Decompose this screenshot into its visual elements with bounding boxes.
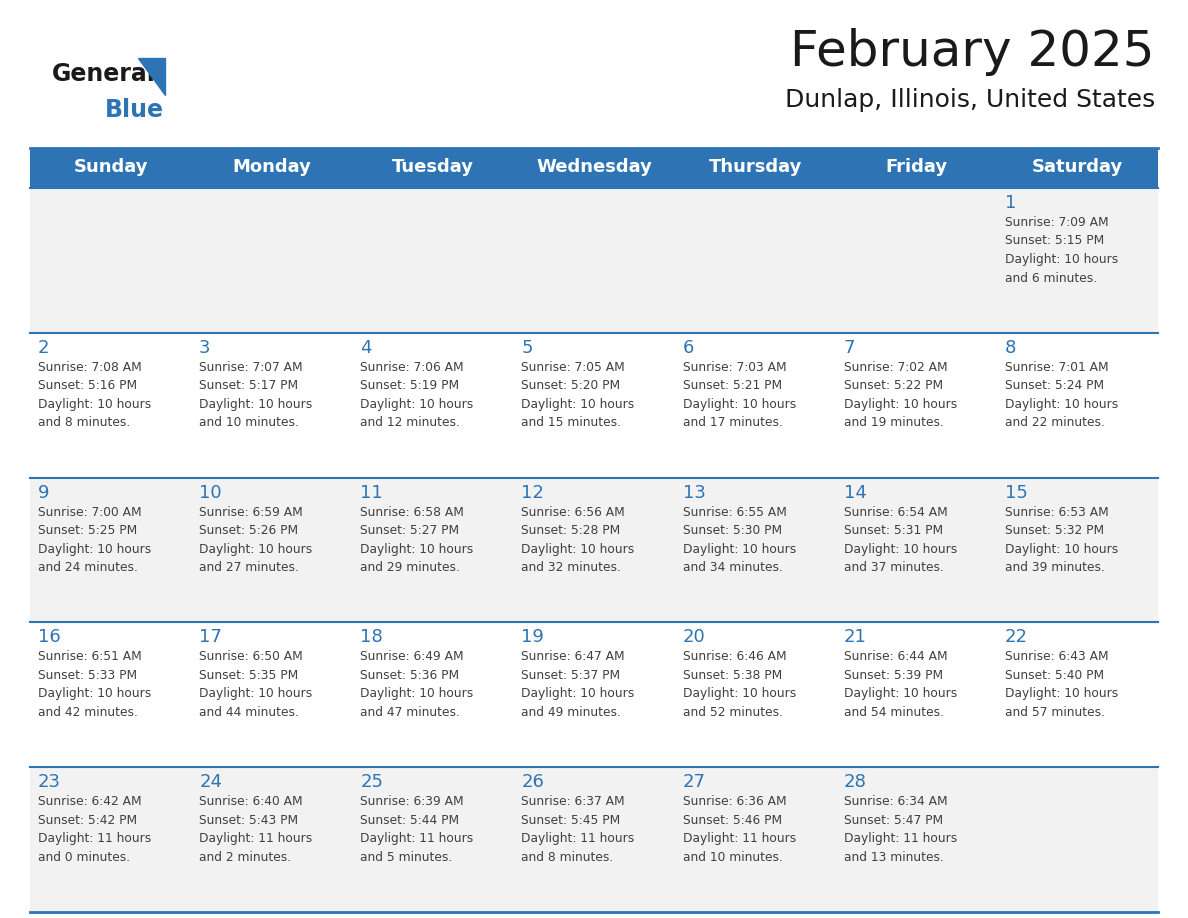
Text: 11: 11 bbox=[360, 484, 383, 501]
Text: 28: 28 bbox=[843, 773, 866, 791]
Text: Sunrise: 6:40 AM
Sunset: 5:43 PM
Daylight: 11 hours
and 2 minutes.: Sunrise: 6:40 AM Sunset: 5:43 PM Dayligh… bbox=[200, 795, 312, 864]
Text: Dunlap, Illinois, United States: Dunlap, Illinois, United States bbox=[785, 88, 1155, 112]
Text: Blue: Blue bbox=[105, 98, 164, 122]
Text: Sunrise: 7:06 AM
Sunset: 5:19 PM
Daylight: 10 hours
and 12 minutes.: Sunrise: 7:06 AM Sunset: 5:19 PM Dayligh… bbox=[360, 361, 474, 430]
Text: 9: 9 bbox=[38, 484, 50, 501]
Text: 12: 12 bbox=[522, 484, 544, 501]
Text: 14: 14 bbox=[843, 484, 866, 501]
Text: 20: 20 bbox=[683, 629, 706, 646]
Text: 24: 24 bbox=[200, 773, 222, 791]
Text: February 2025: February 2025 bbox=[790, 28, 1155, 76]
Text: 22: 22 bbox=[1005, 629, 1028, 646]
Polygon shape bbox=[138, 58, 165, 95]
Text: Sunrise: 7:00 AM
Sunset: 5:25 PM
Daylight: 10 hours
and 24 minutes.: Sunrise: 7:00 AM Sunset: 5:25 PM Dayligh… bbox=[38, 506, 151, 574]
Text: 25: 25 bbox=[360, 773, 384, 791]
Text: 21: 21 bbox=[843, 629, 866, 646]
Text: Sunrise: 7:08 AM
Sunset: 5:16 PM
Daylight: 10 hours
and 8 minutes.: Sunrise: 7:08 AM Sunset: 5:16 PM Dayligh… bbox=[38, 361, 151, 430]
Text: Sunrise: 6:44 AM
Sunset: 5:39 PM
Daylight: 10 hours
and 54 minutes.: Sunrise: 6:44 AM Sunset: 5:39 PM Dayligh… bbox=[843, 650, 958, 719]
Bar bbox=[30, 477, 1158, 622]
Text: 10: 10 bbox=[200, 484, 222, 501]
Text: Sunrise: 6:58 AM
Sunset: 5:27 PM
Daylight: 10 hours
and 29 minutes.: Sunrise: 6:58 AM Sunset: 5:27 PM Dayligh… bbox=[360, 506, 474, 574]
Text: Wednesday: Wednesday bbox=[536, 158, 652, 176]
Text: Sunrise: 7:01 AM
Sunset: 5:24 PM
Daylight: 10 hours
and 22 minutes.: Sunrise: 7:01 AM Sunset: 5:24 PM Dayligh… bbox=[1005, 361, 1118, 430]
Text: Sunrise: 6:39 AM
Sunset: 5:44 PM
Daylight: 11 hours
and 5 minutes.: Sunrise: 6:39 AM Sunset: 5:44 PM Dayligh… bbox=[360, 795, 474, 864]
Text: Thursday: Thursday bbox=[708, 158, 802, 176]
Text: Sunrise: 6:46 AM
Sunset: 5:38 PM
Daylight: 10 hours
and 52 minutes.: Sunrise: 6:46 AM Sunset: 5:38 PM Dayligh… bbox=[683, 650, 796, 719]
Bar bbox=[30, 188, 1158, 333]
Text: 2: 2 bbox=[38, 339, 50, 357]
Text: 18: 18 bbox=[360, 629, 383, 646]
Text: General: General bbox=[52, 62, 156, 86]
Text: Sunrise: 7:09 AM
Sunset: 5:15 PM
Daylight: 10 hours
and 6 minutes.: Sunrise: 7:09 AM Sunset: 5:15 PM Dayligh… bbox=[1005, 216, 1118, 285]
Text: 3: 3 bbox=[200, 339, 210, 357]
Text: 19: 19 bbox=[522, 629, 544, 646]
Text: Sunrise: 6:51 AM
Sunset: 5:33 PM
Daylight: 10 hours
and 42 minutes.: Sunrise: 6:51 AM Sunset: 5:33 PM Dayligh… bbox=[38, 650, 151, 719]
Text: Sunrise: 7:05 AM
Sunset: 5:20 PM
Daylight: 10 hours
and 15 minutes.: Sunrise: 7:05 AM Sunset: 5:20 PM Dayligh… bbox=[522, 361, 634, 430]
Text: Sunrise: 6:43 AM
Sunset: 5:40 PM
Daylight: 10 hours
and 57 minutes.: Sunrise: 6:43 AM Sunset: 5:40 PM Dayligh… bbox=[1005, 650, 1118, 719]
Text: 6: 6 bbox=[683, 339, 694, 357]
Text: 1: 1 bbox=[1005, 194, 1016, 212]
Text: Sunrise: 6:50 AM
Sunset: 5:35 PM
Daylight: 10 hours
and 44 minutes.: Sunrise: 6:50 AM Sunset: 5:35 PM Dayligh… bbox=[200, 650, 312, 719]
Text: Tuesday: Tuesday bbox=[392, 158, 474, 176]
Text: Sunrise: 6:54 AM
Sunset: 5:31 PM
Daylight: 10 hours
and 37 minutes.: Sunrise: 6:54 AM Sunset: 5:31 PM Dayligh… bbox=[843, 506, 958, 574]
Text: 27: 27 bbox=[683, 773, 706, 791]
Text: Monday: Monday bbox=[233, 158, 311, 176]
Text: Sunrise: 6:49 AM
Sunset: 5:36 PM
Daylight: 10 hours
and 47 minutes.: Sunrise: 6:49 AM Sunset: 5:36 PM Dayligh… bbox=[360, 650, 474, 719]
Text: Sunrise: 6:59 AM
Sunset: 5:26 PM
Daylight: 10 hours
and 27 minutes.: Sunrise: 6:59 AM Sunset: 5:26 PM Dayligh… bbox=[200, 506, 312, 574]
Bar bbox=[30, 148, 1158, 188]
Text: Sunrise: 7:07 AM
Sunset: 5:17 PM
Daylight: 10 hours
and 10 minutes.: Sunrise: 7:07 AM Sunset: 5:17 PM Dayligh… bbox=[200, 361, 312, 430]
Text: 16: 16 bbox=[38, 629, 61, 646]
Text: 4: 4 bbox=[360, 339, 372, 357]
Text: Sunrise: 6:37 AM
Sunset: 5:45 PM
Daylight: 11 hours
and 8 minutes.: Sunrise: 6:37 AM Sunset: 5:45 PM Dayligh… bbox=[522, 795, 634, 864]
Bar bbox=[30, 767, 1158, 912]
Bar bbox=[30, 622, 1158, 767]
Text: Sunrise: 7:02 AM
Sunset: 5:22 PM
Daylight: 10 hours
and 19 minutes.: Sunrise: 7:02 AM Sunset: 5:22 PM Dayligh… bbox=[843, 361, 958, 430]
Text: Sunrise: 6:53 AM
Sunset: 5:32 PM
Daylight: 10 hours
and 39 minutes.: Sunrise: 6:53 AM Sunset: 5:32 PM Dayligh… bbox=[1005, 506, 1118, 574]
Text: Sunday: Sunday bbox=[74, 158, 147, 176]
Text: Sunrise: 6:34 AM
Sunset: 5:47 PM
Daylight: 11 hours
and 13 minutes.: Sunrise: 6:34 AM Sunset: 5:47 PM Dayligh… bbox=[843, 795, 958, 864]
Bar bbox=[30, 333, 1158, 477]
Text: 26: 26 bbox=[522, 773, 544, 791]
Text: Friday: Friday bbox=[885, 158, 947, 176]
Text: 13: 13 bbox=[683, 484, 706, 501]
Text: Sunrise: 7:03 AM
Sunset: 5:21 PM
Daylight: 10 hours
and 17 minutes.: Sunrise: 7:03 AM Sunset: 5:21 PM Dayligh… bbox=[683, 361, 796, 430]
Text: Sunrise: 6:55 AM
Sunset: 5:30 PM
Daylight: 10 hours
and 34 minutes.: Sunrise: 6:55 AM Sunset: 5:30 PM Dayligh… bbox=[683, 506, 796, 574]
Text: 23: 23 bbox=[38, 773, 61, 791]
Text: 15: 15 bbox=[1005, 484, 1028, 501]
Text: Sunrise: 6:47 AM
Sunset: 5:37 PM
Daylight: 10 hours
and 49 minutes.: Sunrise: 6:47 AM Sunset: 5:37 PM Dayligh… bbox=[522, 650, 634, 719]
Text: 17: 17 bbox=[200, 629, 222, 646]
Text: 7: 7 bbox=[843, 339, 855, 357]
Text: Sunrise: 6:36 AM
Sunset: 5:46 PM
Daylight: 11 hours
and 10 minutes.: Sunrise: 6:36 AM Sunset: 5:46 PM Dayligh… bbox=[683, 795, 796, 864]
Text: 8: 8 bbox=[1005, 339, 1016, 357]
Text: Sunrise: 6:56 AM
Sunset: 5:28 PM
Daylight: 10 hours
and 32 minutes.: Sunrise: 6:56 AM Sunset: 5:28 PM Dayligh… bbox=[522, 506, 634, 574]
Text: Saturday: Saturday bbox=[1032, 158, 1123, 176]
Text: 5: 5 bbox=[522, 339, 533, 357]
Text: Sunrise: 6:42 AM
Sunset: 5:42 PM
Daylight: 11 hours
and 0 minutes.: Sunrise: 6:42 AM Sunset: 5:42 PM Dayligh… bbox=[38, 795, 151, 864]
